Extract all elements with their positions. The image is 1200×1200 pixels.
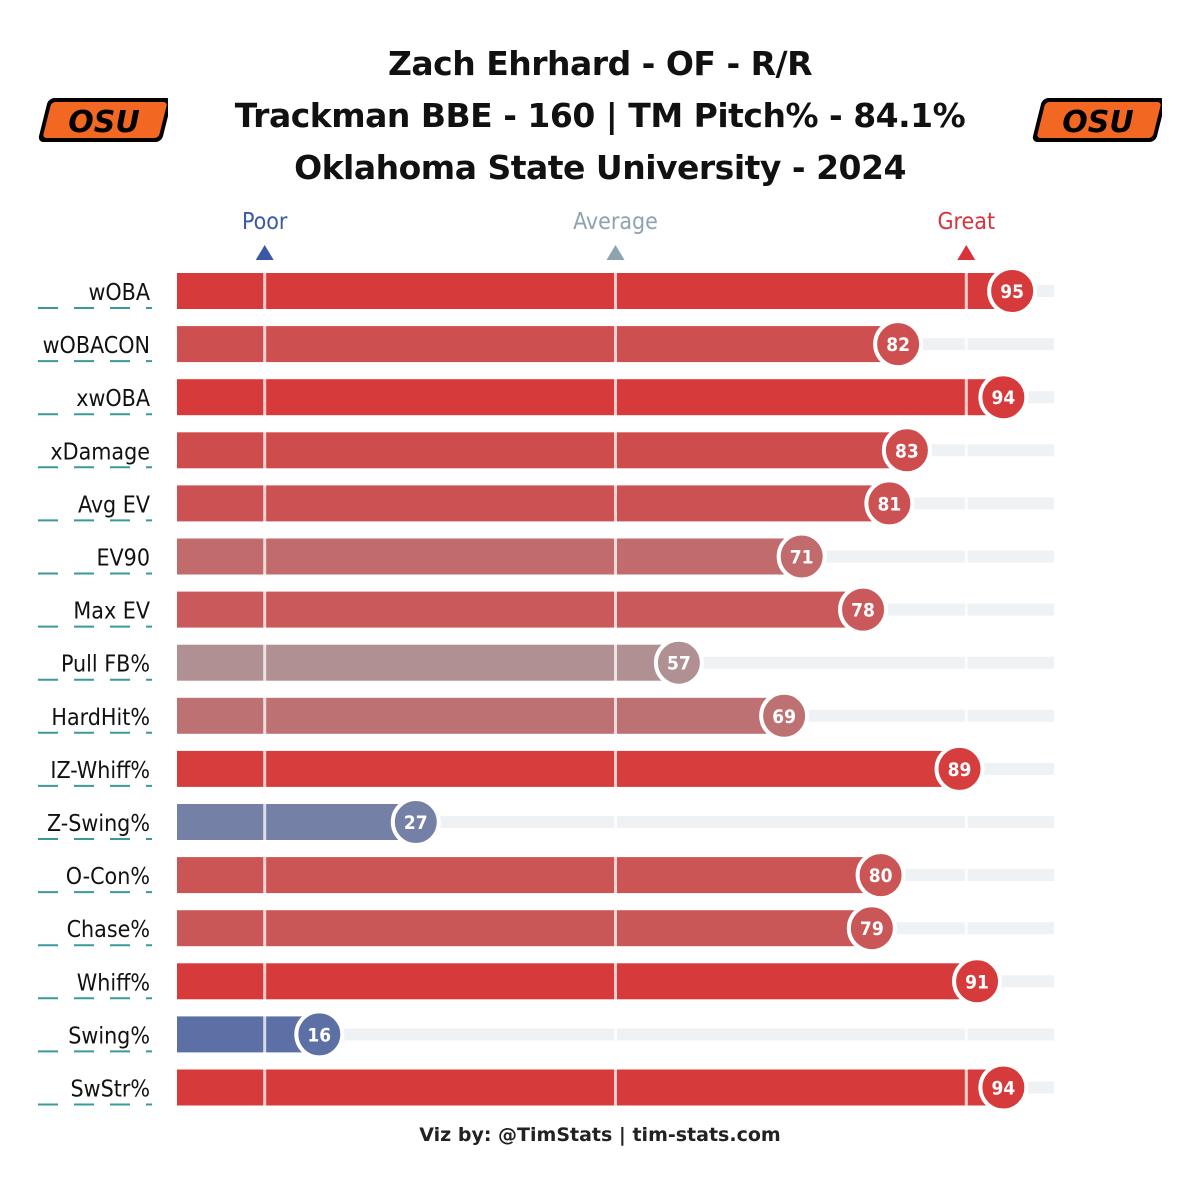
value-badge: [776, 531, 827, 582]
category-label: EV90: [96, 546, 150, 572]
category-label: SwStr%: [71, 1077, 150, 1103]
bar-xdamage: [177, 432, 905, 469]
value-badge: [294, 1009, 345, 1060]
value-label: 95: [1000, 281, 1024, 303]
value-label: 89: [948, 759, 972, 781]
value-badges: 95 82 94 83 81 71 78 57 69 89 27 80 79 91 16 94: [294, 266, 1038, 1113]
bar-woba: [177, 273, 1011, 309]
bar-pull-fb-: [177, 644, 677, 681]
category-label: Pull FB%: [61, 652, 150, 678]
value-label: 94: [991, 387, 1015, 409]
bar-swing-: [177, 1016, 318, 1053]
bars: [177, 273, 1011, 1106]
category-label: Avg EV: [78, 492, 150, 518]
value-badge: [881, 425, 932, 476]
footer-credit: Viz by: @TimStats | tim-stats.com: [419, 1124, 781, 1146]
value-label: 79: [860, 918, 884, 940]
value-label: 80: [869, 865, 893, 887]
value-label: 71: [790, 547, 814, 569]
chart-title: Zach Ehrhard - OF - R/R Trackman BBE - 1…: [0, 38, 1200, 194]
category-label: wOBACON: [43, 333, 150, 359]
value-label: 78: [851, 600, 875, 622]
value-label: 82: [886, 334, 910, 356]
bar-ev90: [177, 538, 800, 575]
value-badge: [987, 266, 1038, 316]
value-label: 69: [772, 706, 796, 728]
value-label: 94: [991, 1078, 1015, 1100]
value-badge: [838, 584, 889, 635]
value-badge: [759, 690, 810, 741]
category-label: Whiff%: [77, 970, 150, 996]
svg-text:OSU: OSU: [68, 105, 139, 140]
value-badge: [952, 956, 1003, 1007]
value-label: 57: [667, 653, 691, 675]
bar-z-swing-: [177, 804, 414, 840]
osu-logo-right: OSU: [1032, 98, 1162, 142]
category-label: Max EV: [73, 599, 150, 625]
value-label: 83: [895, 440, 919, 462]
value-badge: [978, 1062, 1029, 1113]
bar-chase-: [177, 910, 870, 947]
category-label: HardHit%: [51, 705, 150, 731]
category-label: Swing%: [68, 1023, 150, 1049]
value-badge: [978, 372, 1029, 423]
bar-iz-whiff-: [177, 750, 958, 787]
bar-avg-ev: [177, 485, 888, 522]
bar-swstr-: [177, 1069, 1002, 1106]
value-label: 16: [307, 1024, 331, 1046]
bar-hardhit-: [177, 697, 783, 734]
value-label: 91: [965, 971, 989, 993]
value-badge: [864, 478, 915, 529]
category-label: Z-Swing%: [47, 811, 150, 837]
svg-text:OSU: OSU: [1062, 105, 1133, 140]
value-badge: [390, 797, 441, 847]
osu-logo-left: OSU: [38, 98, 168, 142]
bar-o-con-: [177, 857, 879, 894]
value-badge: [846, 903, 897, 954]
bar-xwoba: [177, 379, 1002, 416]
scale-markers: Poor Average Great: [242, 209, 995, 260]
category-label: xwOBA: [76, 386, 150, 412]
value-label: 81: [877, 493, 901, 515]
value-label: 27: [404, 812, 428, 834]
scale-marker-triangle: [255, 245, 274, 260]
value-badge: [934, 743, 985, 794]
category-label: O-Con%: [66, 864, 150, 890]
category-label: wOBA: [88, 280, 150, 306]
scale-label-great: Great: [938, 209, 996, 235]
title-team-season: Oklahoma State University - 2024: [294, 148, 906, 187]
scale-marker-triangle: [957, 245, 976, 260]
category-labels: wOBA wOBACON xwOBA xDamage Avg EV EV90 Max EV P…: [38, 280, 152, 1106]
bar-whiff-: [177, 963, 976, 1000]
category-label: Chase%: [67, 917, 150, 943]
bar-max-ev: [177, 591, 862, 628]
title-player: Zach Ehrhard - OF - R/R: [387, 44, 813, 83]
category-label: xDamage: [50, 439, 150, 465]
value-badge: [873, 319, 924, 370]
value-badge: [653, 637, 704, 688]
scale-label-poor: Poor: [242, 209, 288, 235]
value-badge: [855, 850, 906, 901]
scale-label-average: Average: [573, 209, 658, 235]
scale-marker-triangle: [606, 245, 625, 260]
bar-wobacon: [177, 326, 897, 363]
title-sample: Trackman BBE - 160 | TM Pitch% - 84.1%: [234, 96, 966, 135]
category-label: IZ-Whiff%: [50, 758, 150, 784]
